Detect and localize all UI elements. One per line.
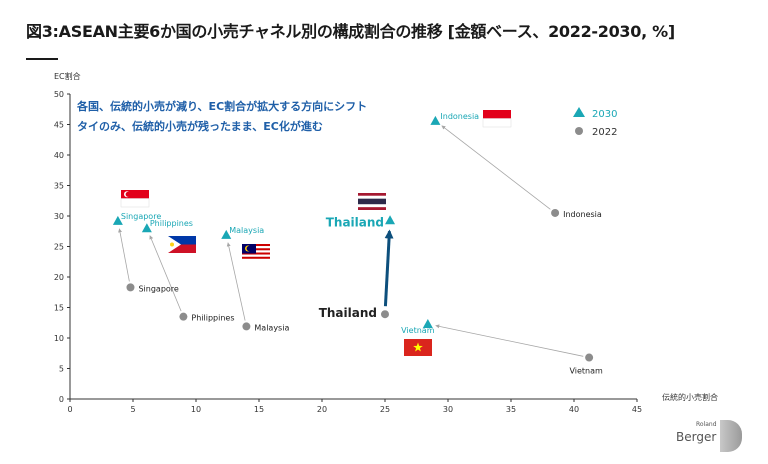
arrow-philippines: [149, 235, 182, 312]
label-2022-philippines: Philippines: [191, 314, 234, 323]
point-2030-philippines: [141, 223, 152, 233]
point-2022-singapore: [126, 283, 135, 292]
x-tick-label: 35: [506, 405, 516, 414]
point-2030-vietnam: [422, 318, 433, 328]
label-2022-vietnam: Vietnam: [569, 367, 603, 376]
label-2022-indonesia: Indonesia: [563, 210, 602, 219]
point-2022-malaysia: [242, 322, 251, 331]
arrow-thailand: [383, 229, 394, 307]
point-2030-malaysia: [221, 229, 232, 239]
y-tick-label: 5: [59, 365, 64, 374]
label-2030-indonesia: Indonesia: [440, 112, 479, 121]
point-2022-indonesia: [551, 208, 560, 217]
chart-title: 図3:ASEAN主要6か国の小売チャネル別の構成割合の推移 [金額ベース、202…: [26, 22, 675, 41]
y-tick-label: 50: [54, 90, 64, 99]
x-axis-label: 伝統的小売割合: [662, 392, 718, 402]
flag-philippines-icon: [168, 236, 196, 253]
legend-label-2030: 2030: [592, 109, 617, 120]
y-axis-label: EC割合: [54, 71, 81, 81]
arrow-vietnam: [435, 324, 584, 357]
logo-text-small: Roland: [696, 421, 717, 428]
point-2022-vietnam: [585, 353, 594, 362]
legend-label-2022: 2022: [592, 127, 617, 138]
y-tick-label: 15: [54, 304, 64, 313]
x-tick-label: 25: [380, 405, 390, 414]
label-2030-malaysia: Malaysia: [229, 226, 264, 235]
x-tick-label: 0: [67, 405, 72, 414]
flag-thailand-icon: [358, 193, 386, 210]
y-tick-label: 45: [54, 121, 64, 130]
label-2030-philippines: Philippines: [150, 219, 193, 228]
label-2030-vietnam: Vietnam: [401, 326, 435, 335]
x-tick-label: 20: [317, 405, 327, 414]
y-tick-label: 0: [59, 395, 64, 404]
y-tick-label: 25: [54, 243, 64, 252]
x-tick-label: 10: [191, 405, 201, 414]
label-2022-singapore: Singapore: [138, 284, 178, 293]
point-2030-indonesia: [430, 115, 441, 125]
x-tick-label: 30: [443, 405, 453, 414]
legend: 2030 2022: [573, 107, 617, 138]
y-tick-label: 35: [54, 182, 64, 191]
arrow-singapore: [118, 228, 130, 282]
label-2022-thailand: Thailand: [319, 306, 377, 320]
point-2030-thailand: [385, 215, 396, 225]
arrow-indonesia: [441, 125, 551, 210]
y-tick-label: 20: [54, 273, 64, 282]
point-2022-thailand: [381, 310, 389, 319]
label-2030-thailand: Thailand: [326, 215, 384, 229]
y-tick-label: 40: [54, 151, 64, 160]
point-2022-philippines: [179, 312, 188, 321]
flag-singapore-icon: [120, 190, 150, 208]
annotation-line-1: 各国、伝統的小売が減り、EC割合が拡大する方向にシフト: [76, 99, 367, 113]
label-2022-malaysia: Malaysia: [254, 323, 289, 332]
legend-triangle-marker: [573, 107, 585, 117]
x-tick-label: 40: [569, 405, 579, 414]
flag-malaysia-icon: [242, 244, 270, 261]
x-tick-label: 45: [632, 405, 642, 414]
x-tick-label: 5: [130, 405, 135, 414]
arrow-malaysia: [226, 242, 246, 321]
flag-indonesia-icon: [482, 110, 512, 128]
flag-vietnam-icon: [404, 339, 432, 356]
point-2030-singapore: [112, 215, 123, 225]
title-underline: [26, 58, 58, 60]
y-tick-label: 10: [54, 334, 64, 343]
label-2030-singapore: Singapore: [121, 212, 161, 221]
logo-mark: [720, 420, 742, 452]
legend-circle-marker: [575, 127, 583, 135]
roland-berger-logo: Roland Berger: [676, 420, 746, 454]
logo-text-big: Berger: [676, 430, 717, 444]
annotation-line-2: タイのみ、伝統的小売が残ったまま、EC化が進む: [77, 119, 323, 133]
x-tick-label: 15: [254, 405, 264, 414]
y-tick-label: 30: [54, 212, 64, 221]
